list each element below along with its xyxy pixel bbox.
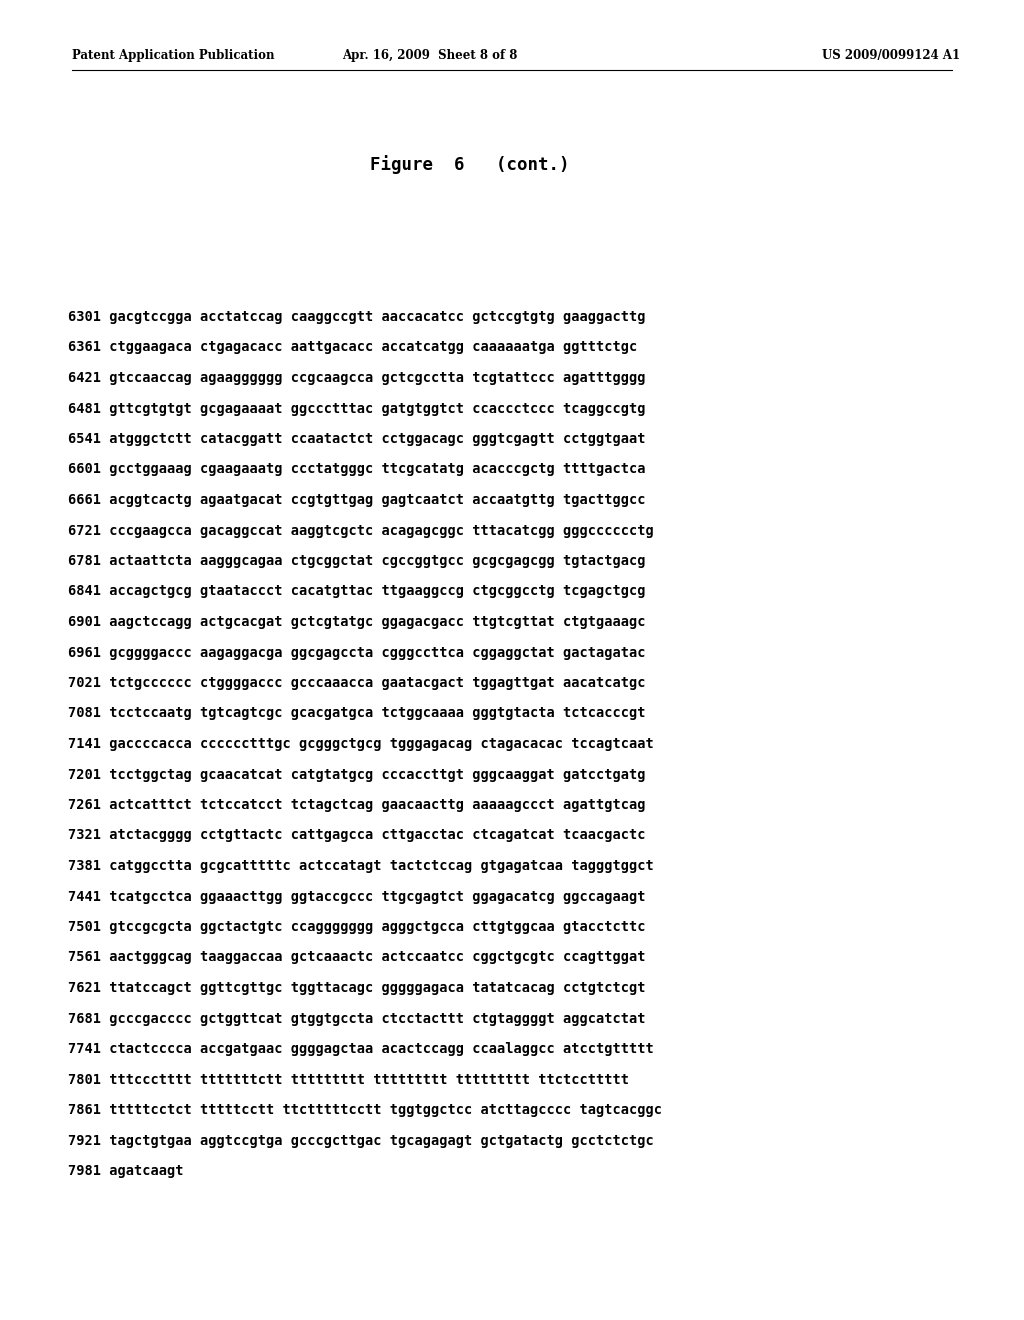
Text: 6661 acggtcactg agaatgacat ccgtgttgag gagtcaatct accaatgttg tgacttggcc: 6661 acggtcactg agaatgacat ccgtgttgag ga… [68, 492, 645, 507]
Text: 6481 gttcgtgtgt gcgagaaaat ggccctttac gatgtggtct ccaccctccc tcaggccgtg: 6481 gttcgtgtgt gcgagaaaat ggccctttac ga… [68, 401, 645, 416]
Text: 6301 gacgtccgga acctatccag caaggccgtt aaccacatcc gctccgtgtg gaaggacttg: 6301 gacgtccgga acctatccag caaggccgtt aa… [68, 310, 645, 323]
Text: 6421 gtccaaccag agaagggggg ccgcaagcca gctcgcctta tcgtattccc agatttgggg: 6421 gtccaaccag agaagggggg ccgcaagcca gc… [68, 371, 645, 385]
Text: 7621 ttatccagct ggttcgttgc tggttacagc gggggagaca tatatcacag cctgtctcgt: 7621 ttatccagct ggttcgttgc tggttacagc gg… [68, 981, 645, 995]
Text: Apr. 16, 2009  Sheet 8 of 8: Apr. 16, 2009 Sheet 8 of 8 [342, 49, 518, 62]
Text: 6361 ctggaagaca ctgagacacc aattgacacc accatcatgg caaaaaatga ggtttctgc: 6361 ctggaagaca ctgagacacc aattgacacc ac… [68, 341, 637, 355]
Text: 7381 catggcctta gcgcatttttc actccatagt tactctccag gtgagatcaa tagggtggct: 7381 catggcctta gcgcatttttc actccatagt t… [68, 859, 653, 873]
Text: 6841 accagctgcg gtaataccct cacatgttac ttgaaggccg ctgcggcctg tcgagctgcg: 6841 accagctgcg gtaataccct cacatgttac tt… [68, 585, 645, 598]
Text: 7201 tcctggctag gcaacatcat catgtatgcg cccaccttgt gggcaaggat gatcctgatg: 7201 tcctggctag gcaacatcat catgtatgcg cc… [68, 767, 645, 781]
Text: Figure  6   (cont.): Figure 6 (cont.) [370, 156, 569, 174]
Text: 7321 atctacgggg cctgttactc cattgagcca cttgacctac ctcagatcat tcaacgactc: 7321 atctacgggg cctgttactc cattgagcca ct… [68, 829, 645, 842]
Text: Patent Application Publication: Patent Application Publication [72, 49, 274, 62]
Text: 7441 tcatgcctca ggaaacttgg ggtaccgccc ttgcgagtct ggagacatcg ggccagaagt: 7441 tcatgcctca ggaaacttgg ggtaccgccc tt… [68, 890, 645, 903]
Text: 7261 actcatttct tctccatcct tctagctcag gaacaacttg aaaaagccct agattgtcag: 7261 actcatttct tctccatcct tctagctcag ga… [68, 799, 645, 812]
Text: 7741 ctactcccca accgatgaac ggggagctaa acactccagg ccaalaggcc atcctgttttt: 7741 ctactcccca accgatgaac ggggagctaa ac… [68, 1041, 653, 1056]
Text: 6601 gcctggaaag cgaagaaatg ccctatgggc ttcgcatatg acacccgctg ttttgactca: 6601 gcctggaaag cgaagaaatg ccctatgggc tt… [68, 462, 645, 477]
Text: 7141 gaccccacca cccccctttgc gcgggctgcg tgggagacag ctagacacac tccagtcaat: 7141 gaccccacca cccccctttgc gcgggctgcg t… [68, 737, 653, 751]
Text: 6901 aagctccagg actgcacgat gctcgtatgc ggagacgacc ttgtcgttat ctgtgaaagc: 6901 aagctccagg actgcacgat gctcgtatgc gg… [68, 615, 645, 630]
Text: 6721 cccgaagcca gacaggccat aaggtcgctc acagagcggc tttacatcgg gggcccccctg: 6721 cccgaagcca gacaggccat aaggtcgctc ac… [68, 524, 653, 537]
Text: 7981 agatcaagt: 7981 agatcaagt [68, 1164, 183, 1177]
Text: 6781 actaattcta aagggcagaa ctgcggctat cgccggtgcc gcgcgagcgg tgtactgacg: 6781 actaattcta aagggcagaa ctgcggctat cg… [68, 554, 645, 568]
Text: 6961 gcggggaccc aagaggacga ggcgagccta cgggccttca cggaggctat gactagatac: 6961 gcggggaccc aagaggacga ggcgagccta cg… [68, 645, 645, 660]
Text: US 2009/0099124 A1: US 2009/0099124 A1 [822, 49, 961, 62]
Text: 7921 tagctgtgaa aggtccgtga gcccgcttgac tgcagagagt gctgatactg gcctctctgc: 7921 tagctgtgaa aggtccgtga gcccgcttgac t… [68, 1134, 653, 1147]
Text: 7801 tttccctttt tttttttctt ttttttttt ttttttttt ttttttttt ttctccttttt: 7801 tttccctttt tttttttctt ttttttttt ttt… [68, 1072, 629, 1086]
Text: 7081 tcctccaatg tgtcagtcgc gcacgatgca tctggcaaaa gggtgtacta tctcacccgt: 7081 tcctccaatg tgtcagtcgc gcacgatgca tc… [68, 706, 645, 721]
Text: 7501 gtccgcgcta ggctactgtc ccaggggggg agggctgcca cttgtggcaa gtacctcttc: 7501 gtccgcgcta ggctactgtc ccaggggggg ag… [68, 920, 645, 935]
Text: 6541 atgggctctt catacggatt ccaatactct cctggacagc gggtcgagtt cctggtgaat: 6541 atgggctctt catacggatt ccaatactct cc… [68, 432, 645, 446]
Text: 7021 tctgcccccc ctggggaccc gcccaaacca gaatacgact tggagttgat aacatcatgc: 7021 tctgcccccc ctggggaccc gcccaaacca ga… [68, 676, 645, 690]
Text: 7561 aactgggcag taaggaccaa gctcaaactc actccaatcc cggctgcgtc ccagttggat: 7561 aactgggcag taaggaccaa gctcaaactc ac… [68, 950, 645, 965]
Text: 7861 tttttcctct tttttcctt ttctttttcctt tggtggctcc atcttagcccc tagtcacggc: 7861 tttttcctct tttttcctt ttctttttcctt t… [68, 1104, 662, 1117]
Text: 7681 gcccgacccc gctggttcat gtggtgccta ctcctacttt ctgtaggggt aggcatctat: 7681 gcccgacccc gctggttcat gtggtgccta ct… [68, 1011, 645, 1026]
